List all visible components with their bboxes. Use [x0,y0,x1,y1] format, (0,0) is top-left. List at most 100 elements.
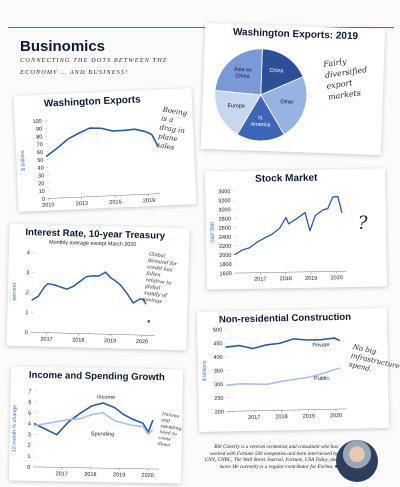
y-tick-label: 90 [36,127,42,133]
stock-market-card: Stock Market 1600 1800 2000 2200 2400 2600 280… [204,168,388,290]
handwritten-note: Fairlydiversifiedexportmarkets [322,54,371,102]
y-tick-label: 2400 [219,235,231,241]
handwritten-note: Globaldemand forcredit hasfallenrelative… [142,251,179,306]
x-tick-label: 2020 [136,339,148,345]
x-tick-label: 2019 [113,472,125,478]
x-axis-line [234,270,347,274]
author-bio: Bill Conerly is a veteran economist and … [204,444,338,470]
pie-label: China [269,68,283,74]
x-tick-label: 2018 [84,472,96,478]
series-label: Spending [91,431,114,437]
y-tick-label: 70 [36,142,42,148]
y-tick-label: 40 [37,165,43,171]
stock-market-chart: 1600 1800 2000 2200 2400 2600 2800 3000 3200 3400… [210,189,368,283]
pie-label: N.America [251,115,271,128]
series-line-main [234,195,343,256]
y-tick-label: 2 [28,443,31,449]
x-tick-label: 2013 [76,201,89,208]
y-axis-label: $ billions [20,150,27,171]
income-spending-chart: 0 1 2 3 4 5 6 7 2017 2018 2019 2020 12-month % chang… [12,389,184,479]
x-tick-label: 2018 [275,414,287,420]
y-tick-label: 2 [26,290,29,296]
question-mark: ? [358,213,368,234]
y-tick-label: 5 [28,411,31,417]
y-tick-label: 250 [214,396,223,402]
y-axis-label: percent [12,282,18,300]
washington-exports-card: Washington Exports 0 10 20 30 40 50 60 70 80 90 10… [13,88,197,212]
y-tick-label: 2200 [219,244,231,250]
x-tick-label: 2020 [141,473,153,479]
x-tick-label: 2017 [56,471,68,477]
handwritten-note: Boeingis adrag inplanesales [155,105,189,153]
y-tick-label: 350 [214,368,223,374]
x-tick-label: 2017 [40,337,52,343]
construction-card: Non-residential Construction 200 250 300 35… [196,308,400,432]
y-tick-label: 2800 [219,216,231,222]
x-tick-label: 2019 [143,198,156,205]
y-tick-label: 400 [213,355,222,361]
y-axis-label: $ billions [202,360,208,381]
y-tick-label: 2600 [219,226,231,232]
pie-slice-europe [214,89,262,135]
y-tick-label: 500 [213,327,222,333]
march-2020-point [147,320,151,323]
series-line-main [45,127,159,158]
y-tick-label: 200 [215,409,224,415]
y-tick-label: 6 [28,400,31,406]
y-tick-label: 3400 [218,189,230,195]
series-line-public [226,367,341,387]
header-rule [8,27,394,28]
x-tick-label: 2019 [104,338,116,344]
y-axis-label: S&P 500 [210,222,216,243]
x-tick-label: 2017 [254,277,266,283]
x-tick-label: 2019 [305,276,317,282]
series-line-income [33,402,154,436]
brand-title: Businomics [20,38,106,55]
y-tick-label: 450 [213,341,222,347]
exports-pie-chart: China Other N.America Europe Asia exChina Fai… [214,48,371,142]
series-label: Public [314,376,329,382]
y-tick-label: 1800 [219,262,231,268]
pie-slice-china [260,48,304,96]
handwritten-note: Incomeandspendingneed tocomedown [156,411,184,450]
y-tick-label: 0 [27,465,30,471]
y-tick-label: 3 [28,432,31,438]
x-tick-label: 2019 [303,414,315,420]
x-tick-label: 2017 [248,415,260,421]
x-tick-label: 2018 [280,276,292,282]
brand-tagline: CONNECTING THE DOTS BETWEEN THE ECONOMY … [20,57,168,76]
x-tick-label: 2018 [72,337,84,343]
series-line-private [225,337,341,350]
y-tick-label: 3 [26,270,29,276]
interest-rate-card: Interest Rate, 10-year Treasury Monthly … [6,223,190,351]
x-tick-label: 2016 [109,199,122,206]
y-tick-label: 4 [28,421,31,427]
x-tick-label: 2020 [331,275,343,281]
y-tick-label: 100 [32,119,41,125]
y-tick-label: 1 [25,310,28,316]
series-label: Income [97,395,115,401]
income-spending-card: Income and Spending Growth 0 1 2 3 4 5 6 7 2017 2… [9,366,184,484]
y-tick-label: 0 [42,197,45,203]
y-tick-label: 1 [27,454,30,460]
x-tick-label: 2010 [42,202,55,209]
x-tick-label: 2020 [330,413,342,419]
pie-slice-other [260,76,308,136]
y-tick-label: 4 [27,250,30,256]
y-tick-label: 300 [214,382,223,388]
y-tick-label: 30 [38,173,44,179]
y-tick-label: 50 [37,158,43,164]
pie-label: Other [280,99,294,105]
interest-rate-chart: 0 1 2 3 4 2017 2018 2019 2020 percent Globaldemand… [12,250,179,345]
y-tick-label: 3000 [218,207,230,213]
y-axis-label: 12-month % change [12,405,19,453]
y-tick-label: 0 [25,330,28,336]
construction-chart: 200 250 300 350 400 450 500 2017 2018 2019 2020 $ b… [202,327,400,421]
author-photo [336,440,378,482]
x-axis-line [33,466,160,470]
pie-slice-n-america [236,94,285,142]
y-tick-label: 3200 [218,198,230,204]
y-tick-label: 2000 [219,253,231,259]
x-axis-line [30,332,155,336]
y-tick-label: 7 [28,389,31,395]
